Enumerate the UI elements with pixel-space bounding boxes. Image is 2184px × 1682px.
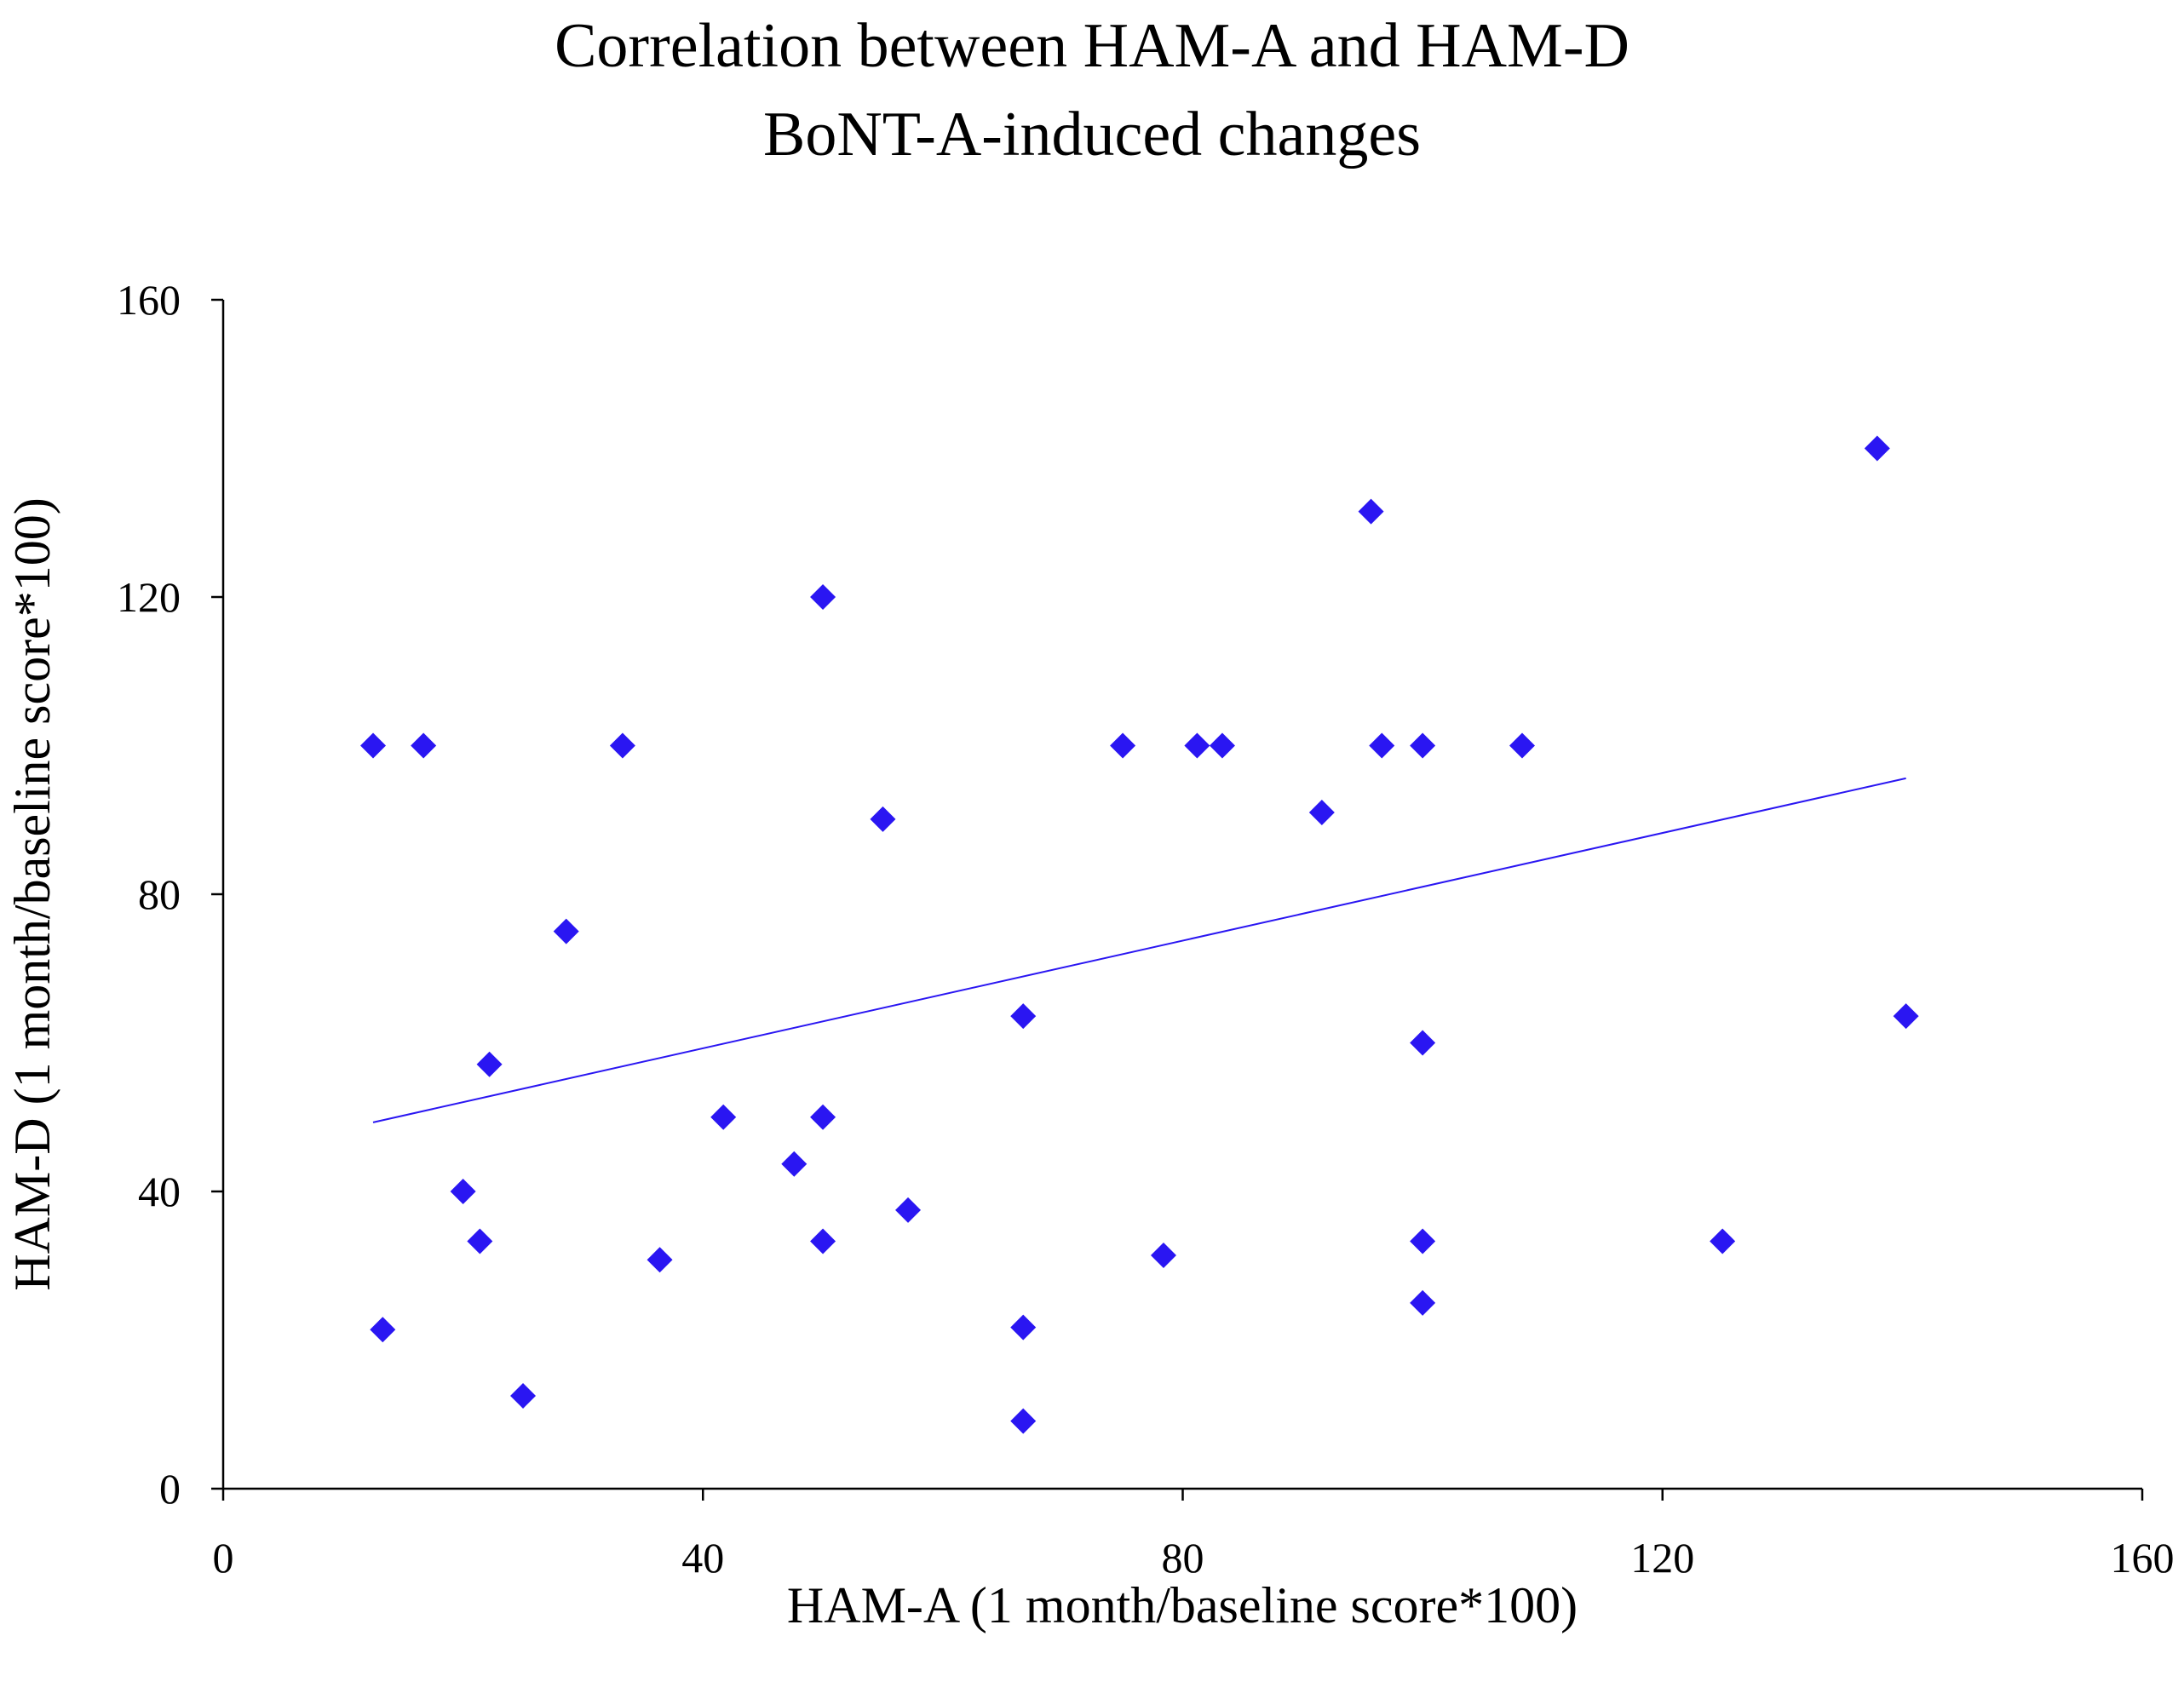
data-point: [1209, 732, 1235, 759]
data-point: [467, 1228, 493, 1254]
data-point: [1509, 732, 1535, 759]
trendline-group: [372, 777, 1906, 1123]
x-tick-label: 80: [1162, 1534, 1204, 1582]
x-tick-label: 0: [213, 1534, 234, 1582]
data-point: [895, 1197, 922, 1223]
data-point: [1010, 1408, 1037, 1434]
ticks: 0 40 80 120 160 0 40 80 120 160: [117, 276, 2175, 1582]
data-point: [609, 732, 635, 759]
data-point: [1010, 1314, 1037, 1340]
y-axis-title: HAM-D (1 month/baseline score*100): [4, 497, 60, 1290]
data-point: [647, 1247, 673, 1273]
data-point: [710, 1104, 737, 1130]
data-point: [810, 584, 836, 610]
data-point: [510, 1382, 537, 1409]
x-tick-label: 160: [2111, 1534, 2175, 1582]
y-tick-label: 40: [138, 1168, 181, 1215]
data-point: [1410, 1030, 1436, 1056]
x-tick-label: 40: [681, 1534, 724, 1582]
x-tick-label: 120: [1630, 1534, 1694, 1582]
data-point: [1369, 732, 1395, 759]
data-points: [360, 435, 1919, 1434]
data-point: [1358, 498, 1384, 525]
data-point: [450, 1179, 476, 1204]
data-point: [360, 732, 387, 759]
data-point: [1110, 732, 1136, 759]
data-point: [810, 1228, 836, 1254]
data-point: [411, 732, 437, 759]
data-point: [1864, 435, 1890, 462]
data-point: [1150, 1243, 1176, 1269]
chart-title-line-2: BoNT-A-induced changes: [762, 100, 1421, 169]
data-point: [1410, 1289, 1436, 1316]
data-point: [476, 1051, 503, 1077]
data-point: [553, 918, 579, 944]
chart-title: Correlation between HAM-A and HAM-D BoNT…: [0, 2, 2184, 179]
data-point: [370, 1317, 396, 1343]
y-tick-label: 120: [117, 573, 181, 621]
y-tick-label: 0: [159, 1465, 181, 1513]
trendline: [372, 777, 1906, 1123]
data-point: [1710, 1228, 1736, 1254]
data-point: [810, 1104, 836, 1130]
data-point: [1184, 732, 1210, 759]
axes: [221, 300, 2142, 1490]
data-point: [1010, 1003, 1037, 1030]
data-point: [1308, 800, 1335, 826]
data-point: [781, 1151, 808, 1177]
x-axis-title: HAM-A (1 month/baseline score*100): [787, 1577, 1578, 1633]
y-tick-label: 160: [117, 276, 181, 324]
data-point: [870, 806, 896, 832]
chart-title-line-1: Correlation between HAM-A and HAM-D: [555, 11, 1629, 81]
data-point: [1410, 732, 1436, 759]
data-point: [1893, 1003, 1919, 1030]
data-point: [1410, 1228, 1436, 1254]
y-tick-label: 80: [138, 870, 181, 918]
